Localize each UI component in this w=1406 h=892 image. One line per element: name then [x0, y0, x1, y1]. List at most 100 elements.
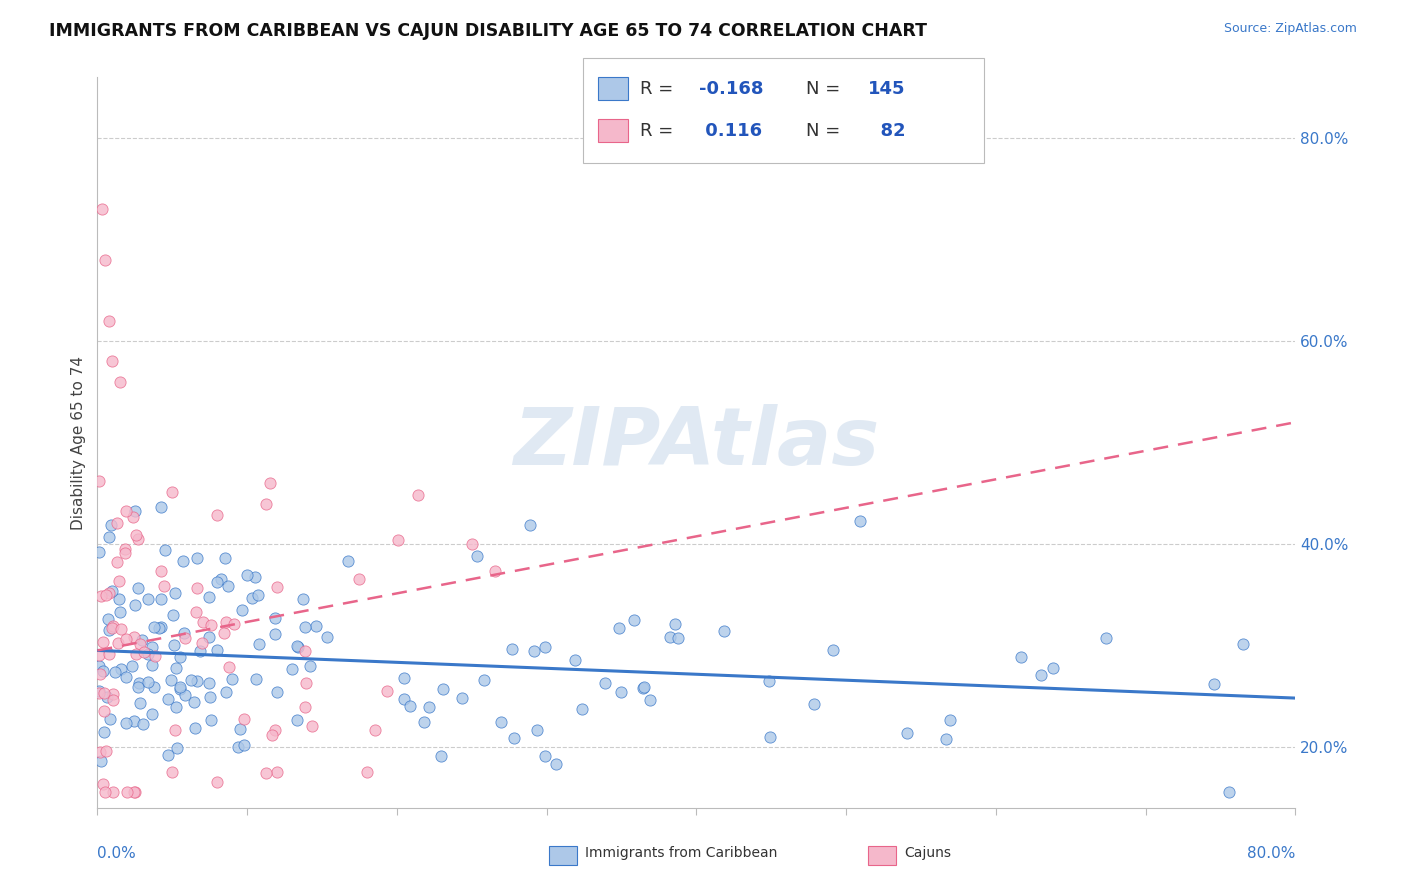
- Point: [121, 509, 143, 524]
- Point: [96, 690, 118, 705]
- Point: [305, 618, 328, 632]
- Point: [125, 647, 148, 661]
- Point: [98, 647, 121, 661]
- Point: [197, 676, 219, 690]
- Point: [432, 681, 454, 696]
- Point: [105, 516, 128, 530]
- Point: [153, 579, 176, 593]
- Point: [93, 725, 115, 739]
- Point: [285, 639, 308, 653]
- Point: [128, 696, 150, 710]
- Point: [101, 621, 124, 635]
- Point: [215, 615, 238, 630]
- Point: [122, 631, 145, 645]
- Point: [214, 550, 236, 565]
- Point: [631, 681, 654, 695]
- Point: [254, 498, 277, 512]
- Point: [169, 680, 191, 694]
- Point: [935, 732, 957, 747]
- Point: [186, 551, 208, 566]
- Point: [108, 605, 131, 619]
- Text: Immigrants from Caribbean: Immigrants from Caribbean: [585, 846, 778, 860]
- Point: [87, 648, 110, 663]
- Point: [87, 684, 110, 698]
- Point: [315, 630, 337, 644]
- Point: [115, 785, 138, 799]
- Y-axis label: Disability Age 65 to 74: Disability Age 65 to 74: [72, 356, 86, 530]
- Point: [90, 589, 112, 603]
- Point: [108, 375, 131, 389]
- Point: [141, 657, 163, 672]
- Point: [145, 649, 167, 664]
- Point: [93, 665, 115, 679]
- Point: [664, 617, 686, 632]
- Point: [666, 632, 689, 646]
- Point: [534, 749, 557, 764]
- Point: [100, 518, 122, 533]
- Point: [87, 545, 110, 559]
- Text: Cajuns: Cajuns: [904, 846, 952, 860]
- Point: [114, 715, 136, 730]
- Point: [183, 695, 205, 709]
- Point: [294, 700, 316, 714]
- Point: [633, 681, 655, 695]
- Point: [231, 603, 253, 617]
- Text: ZIPAtlas: ZIPAtlas: [513, 403, 880, 482]
- Point: [259, 475, 281, 490]
- Point: [205, 775, 228, 789]
- Point: [163, 638, 186, 652]
- Point: [125, 528, 148, 542]
- Point: [143, 620, 166, 634]
- Point: [124, 785, 146, 799]
- Point: [232, 738, 254, 752]
- Point: [122, 785, 145, 799]
- Point: [285, 713, 308, 727]
- Point: [399, 698, 422, 713]
- Point: [98, 530, 121, 544]
- Point: [281, 662, 304, 676]
- Point: [132, 645, 155, 659]
- Point: [165, 699, 187, 714]
- Point: [180, 673, 202, 687]
- Point: [87, 686, 110, 700]
- Point: [166, 740, 188, 755]
- Point: [1232, 637, 1254, 651]
- Point: [263, 627, 285, 641]
- Point: [173, 626, 195, 640]
- Point: [87, 659, 110, 673]
- Point: [183, 721, 205, 735]
- Point: [287, 640, 309, 654]
- Point: [595, 676, 617, 690]
- Point: [136, 592, 159, 607]
- Point: [141, 640, 163, 654]
- Point: [124, 504, 146, 518]
- Point: [101, 785, 124, 799]
- Point: [294, 676, 316, 690]
- Point: [254, 766, 277, 780]
- Point: [142, 681, 165, 695]
- Text: 80.0%: 80.0%: [1247, 846, 1295, 861]
- Point: [430, 748, 453, 763]
- Point: [136, 648, 159, 662]
- Point: [174, 632, 197, 646]
- Point: [546, 757, 568, 772]
- Point: [266, 685, 288, 699]
- Point: [260, 728, 283, 742]
- Point: [94, 252, 117, 267]
- Point: [103, 693, 125, 707]
- Point: [174, 688, 197, 702]
- Text: R =: R =: [640, 122, 679, 140]
- Point: [823, 643, 845, 657]
- Point: [165, 586, 187, 600]
- Point: [93, 686, 115, 700]
- Point: [149, 564, 172, 578]
- Point: [97, 612, 120, 626]
- Point: [128, 676, 150, 690]
- Text: N =: N =: [806, 122, 845, 140]
- Point: [110, 623, 132, 637]
- Point: [91, 635, 114, 649]
- Point: [623, 613, 645, 627]
- Point: [107, 592, 129, 607]
- Point: [264, 611, 287, 625]
- Text: N =: N =: [806, 80, 845, 98]
